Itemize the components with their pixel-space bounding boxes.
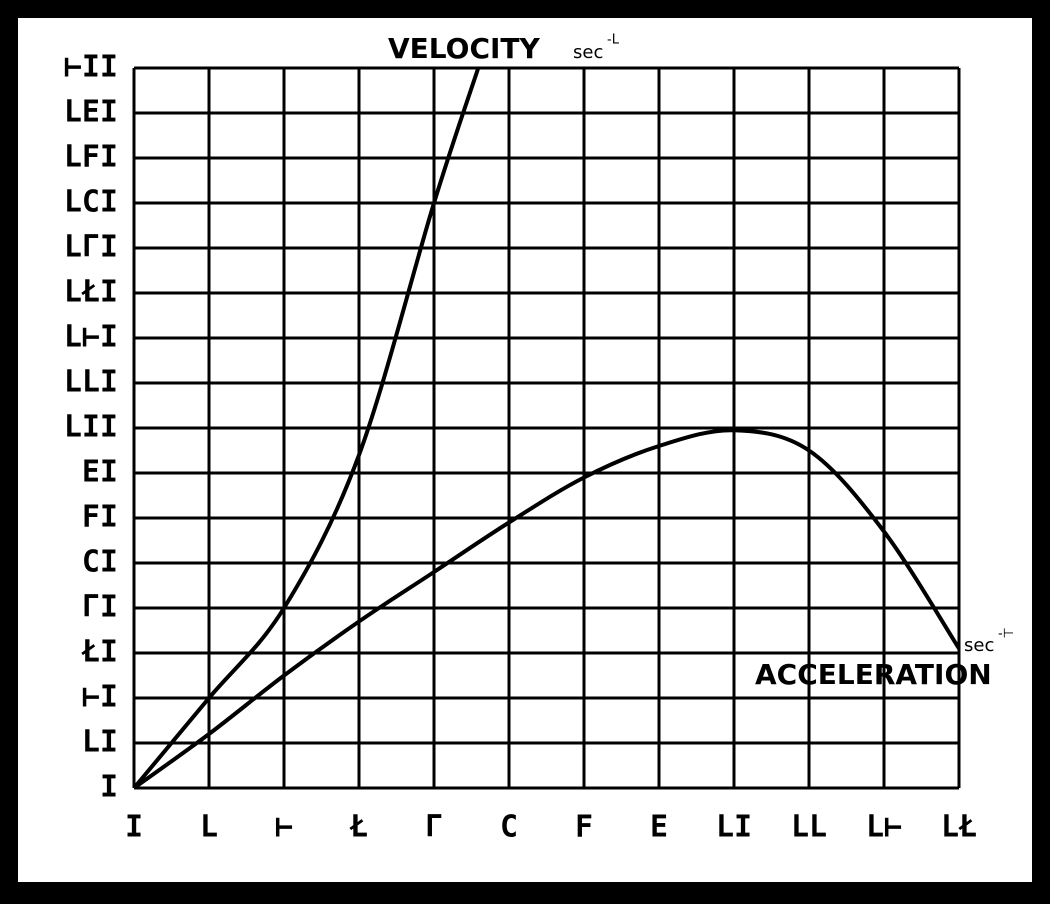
x-tick-label: I xyxy=(125,810,143,845)
x-tick-label: LI xyxy=(716,810,752,845)
x-tick-label: E xyxy=(650,810,668,845)
series-label: ACCELERATION xyxy=(755,658,992,691)
x-tick-label: LŁ xyxy=(941,810,977,845)
y-tick-label: ⊢I xyxy=(82,680,118,715)
y-tick-label: I xyxy=(100,770,118,805)
x-tick-label: C xyxy=(500,810,518,845)
y-tick-label: LΓI xyxy=(64,230,118,265)
panel xyxy=(18,18,1032,882)
y-tick-label: L⊢I xyxy=(64,320,118,355)
series-line xyxy=(132,67,481,790)
x-tick-label: L xyxy=(200,810,218,845)
y-tick-label: LEI xyxy=(64,95,118,130)
y-tick-label: LŁI xyxy=(64,275,118,310)
x-tick-label: Γ xyxy=(425,810,443,845)
x-tick-label: Ł xyxy=(349,810,368,845)
y-tick-label: LII xyxy=(64,410,118,445)
y-tick-label: LI xyxy=(82,725,118,760)
x-tick-label: LL xyxy=(791,810,827,845)
x-tick-label: L⊢ xyxy=(866,810,902,845)
x-tick-label: ⊢ xyxy=(275,810,293,845)
unit-label: sec xyxy=(964,635,994,656)
unit-exponent: -L xyxy=(607,33,620,48)
y-tick-label: ⊢II xyxy=(64,50,118,85)
series-line xyxy=(132,428,961,790)
unit-exponent: -⊢ xyxy=(998,627,1014,642)
y-tick-label: FI xyxy=(82,500,118,535)
x-tick-label: F xyxy=(575,810,593,845)
y-tick-label: ŁI xyxy=(81,635,118,670)
unit-label: sec xyxy=(573,42,603,63)
series-label: VELOCITY xyxy=(388,32,541,65)
y-tick-label: LCI xyxy=(64,185,118,220)
y-tick-label: CI xyxy=(82,545,118,580)
y-tick-label: ΓI xyxy=(82,590,118,625)
y-tick-label: LFI xyxy=(64,140,118,175)
y-tick-label: EI xyxy=(82,455,118,490)
y-tick-label: LLI xyxy=(64,365,118,400)
